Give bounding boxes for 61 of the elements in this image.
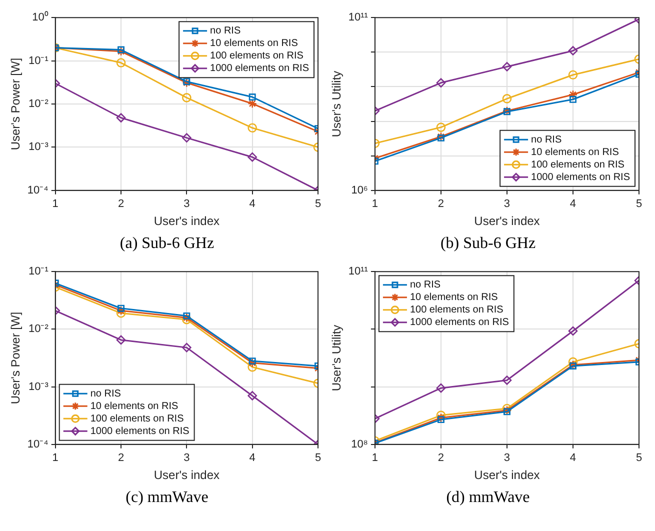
y-axis-title: User's Power [W] — [8, 312, 23, 404]
x-tick-label: 4 — [249, 452, 256, 464]
y-tick-label: 10¹¹ — [348, 12, 368, 24]
x-tick-label: 5 — [314, 198, 322, 210]
text: (a) Sub-6 GHz — [118, 234, 216, 254]
text: (c) mmWave — [124, 488, 210, 508]
legend-label: 1000 elements on RIS — [210, 63, 310, 74]
legend-label: 10 elements on RIS — [531, 146, 620, 158]
x-tick-label: 5 — [636, 198, 642, 210]
x-tick-label: 1 — [52, 198, 58, 210]
y-tick-label: 10⁻¹ — [28, 266, 49, 278]
legend-label: no RIS — [531, 134, 562, 146]
x-tick-label: 2 — [438, 452, 444, 464]
y-tick-label: 10⁰ — [32, 10, 48, 24]
x-tick-label: 2 — [118, 198, 124, 210]
y-axis-title: User's Utility — [330, 70, 344, 138]
x-axis-title: User's index — [154, 468, 220, 482]
y-tick-label: 10⁻⁴ — [27, 438, 49, 450]
y-tick-label: 10⁻² — [28, 323, 49, 336]
legend-label: 1000 elements on RIS — [531, 172, 630, 183]
x-axis-title: User's index — [474, 214, 540, 228]
legend-label: no RIS — [210, 26, 241, 37]
legend-label: 100 elements on RIS — [531, 159, 625, 170]
x-tick-label: 1 — [52, 452, 58, 464]
legend-label: 10 elements on RIS — [210, 38, 298, 50]
x-tick-label: 3 — [184, 452, 190, 464]
y-tick-label: 10⁻¹ — [28, 54, 49, 67]
x-tick-label: 2 — [118, 452, 124, 464]
x-tick-label: 5 — [314, 452, 322, 464]
y-tick-label: 10⁶ — [351, 184, 368, 196]
x-tick-label: 1 — [372, 198, 378, 210]
legend-label: 1000 elements on RIS — [90, 426, 190, 437]
y-tick-label: 10⁻³ — [28, 380, 49, 393]
legend-label: no RIS — [410, 280, 441, 291]
legend-label: 1000 elements on RIS — [410, 317, 510, 328]
text: (b) Sub-6 GHz — [439, 234, 537, 254]
x-tick-label: 4 — [570, 198, 576, 210]
y-axis-title: User's Power [W] — [8, 58, 23, 150]
x-tick-label: 4 — [570, 452, 576, 464]
legend-label: 10 elements on RIS — [410, 292, 498, 304]
x-axis-title: User's index — [474, 468, 540, 482]
x-axis-title: User's index — [154, 214, 220, 228]
x-tick-label: 2 — [438, 198, 444, 210]
x-tick-label: 3 — [504, 452, 510, 464]
x-tick-label: 3 — [504, 198, 510, 210]
legend-label: 100 elements on RIS — [410, 304, 504, 316]
y-tick-label: 10⁻⁴ — [27, 184, 49, 196]
x-tick-label: 1 — [372, 452, 378, 464]
y-axis-title: User's Utility — [330, 324, 344, 392]
x-tick-label: 4 — [249, 198, 256, 210]
y-tick-label: 10⁻² — [28, 98, 49, 110]
legend-label: 100 elements on RIS — [90, 413, 184, 424]
y-tick-label: 10⁸ — [351, 438, 368, 450]
x-tick-label: 3 — [184, 198, 190, 210]
y-tick-label: 10⁻³ — [28, 141, 49, 154]
y-tick-label: 10¹¹ — [348, 266, 368, 278]
x-tick-label: 5 — [636, 452, 642, 464]
legend-label: no RIS — [90, 388, 122, 400]
text: (d) mmWave — [445, 488, 531, 508]
legend-label: 100 elements on RIS — [210, 50, 304, 62]
legend-label: 10 elements on RIS — [90, 400, 179, 412]
